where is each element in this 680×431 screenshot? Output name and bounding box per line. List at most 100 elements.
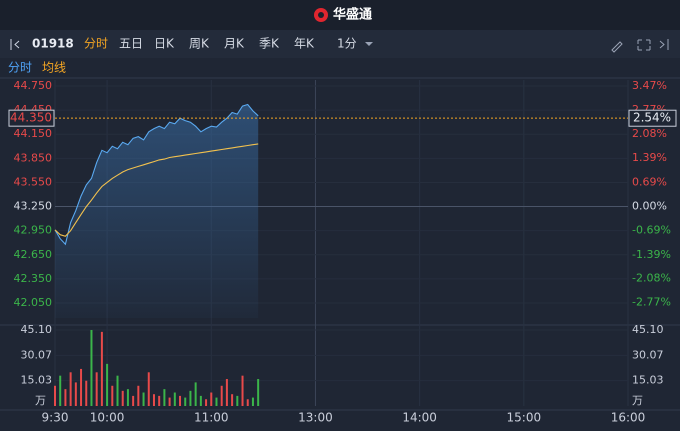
y2-tick-label: 15.03: [632, 374, 664, 387]
volume-bar: [173, 392, 176, 406]
x-tick-label: 15:00: [507, 411, 542, 425]
volume-bar: [69, 372, 72, 406]
toolbar-icons[interactable]: [611, 39, 669, 53]
y-tick-label: 15.03: [21, 374, 53, 387]
y-tick-label: 44.750: [14, 79, 53, 92]
tab[interactable]: 年K: [294, 37, 315, 51]
volume-bar: [111, 385, 114, 406]
y-tick-label: 42.350: [14, 272, 53, 285]
last-price-label: 44.350: [10, 111, 52, 125]
y-tick-label: 42.650: [14, 248, 53, 261]
x-tick-label: 10:00: [90, 411, 125, 425]
volume-bar: [85, 380, 88, 406]
y2-tick-label: 30.07: [632, 348, 664, 361]
volume-bar: [147, 372, 150, 406]
y2-tick-label: 45.10: [632, 323, 664, 336]
y-tick-label: 43.850: [14, 151, 53, 164]
volume-bar: [194, 382, 197, 406]
volume-bar: [189, 390, 192, 406]
volume-bar: [163, 389, 166, 406]
y-tick-label: 43.550: [14, 175, 53, 188]
volume-bar: [126, 389, 129, 406]
volume-bar: [74, 382, 77, 406]
indicator-bar: [0, 58, 680, 78]
y2-tick-label: -0.69%: [632, 223, 671, 236]
volume-bar: [205, 399, 208, 406]
volume-bar: [54, 385, 56, 406]
volume-bar: [241, 375, 244, 406]
volume-bar: [142, 392, 145, 406]
toolbar: [0, 30, 680, 58]
y2-tick-label: -2.08%: [632, 272, 671, 285]
volume-bar: [121, 390, 124, 406]
dropdown-arrow[interactable]: [365, 42, 373, 46]
y-unit: 万: [35, 394, 46, 407]
tab[interactable]: 季K: [259, 37, 280, 51]
volume-bar: [215, 397, 218, 406]
series-line: [54, 103, 259, 246]
x-tick-label: 13:00: [298, 411, 333, 425]
y-tick-label: 30.07: [21, 348, 53, 361]
last-price-box: [8, 109, 55, 127]
volume-bar: [80, 368, 83, 406]
indicator: 均线: [42, 61, 66, 75]
logo-icon: [314, 8, 328, 22]
volume-bar: [137, 385, 140, 406]
y2-tick-label: -2.77%: [632, 296, 671, 309]
y2-tick-label: 1.39%: [632, 151, 667, 164]
back-icon[interactable]: [10, 39, 20, 50]
x-tick-label: 16:00: [611, 411, 646, 425]
y-tick-label: 45.10: [21, 323, 53, 336]
last-pct-label: 2.54%: [633, 111, 671, 125]
y2-tick-label: -1.39%: [632, 248, 671, 261]
tab[interactable]: 日K: [154, 37, 175, 51]
x-tick-label: 14:00: [402, 411, 437, 425]
y2-tick-label: 2.08%: [632, 127, 667, 140]
volume-bar: [152, 394, 155, 406]
last-pct-box: [628, 109, 677, 127]
volume-bar: [184, 397, 187, 406]
volume-bar: [116, 375, 119, 406]
y-tick-label: 42.050: [14, 296, 53, 309]
volume-bar: [90, 330, 93, 406]
tab[interactable]: 1分: [337, 37, 357, 51]
volume-bar: [132, 395, 135, 406]
volume-bar: [251, 397, 254, 406]
y2-unit: 万: [632, 394, 643, 407]
volume-bar: [59, 375, 62, 406]
tab[interactable]: 周K: [189, 37, 210, 51]
logo-text: 华盛通: [333, 7, 372, 23]
volume-bar: [225, 379, 228, 406]
stock-code: 01918: [32, 37, 74, 51]
volume-bar: [236, 395, 239, 406]
tab[interactable]: 月K: [224, 37, 245, 51]
volume-bar: [257, 379, 260, 406]
y-tick-label: 43.250: [14, 200, 53, 213]
volume-bar: [246, 399, 249, 406]
y-tick-label: 42.950: [14, 224, 53, 237]
volume-bar: [199, 395, 202, 406]
series-line: [54, 143, 259, 237]
volume-bar: [158, 395, 161, 406]
y-tick-label: 44.150: [14, 127, 53, 140]
x-tick-label: 11:00: [194, 411, 229, 425]
volume-bar: [231, 394, 234, 406]
volume-bar: [100, 331, 103, 406]
header-bar: [0, 0, 680, 30]
volume-bar: [220, 385, 223, 406]
y2-tick-label: 0.00%: [632, 199, 667, 212]
volume-bar: [64, 389, 67, 406]
volume-bar: [179, 395, 182, 406]
y2-tick-label: 3.47%: [632, 79, 667, 92]
tab[interactable]: 分时: [84, 37, 108, 51]
tab[interactable]: 五日: [119, 37, 143, 51]
y2-tick-label: 0.69%: [632, 175, 667, 188]
volume-bar: [106, 363, 109, 406]
volume-bar: [168, 397, 171, 406]
volume-bar: [210, 392, 213, 406]
indicator: 分时: [8, 61, 32, 75]
volume-bar: [95, 372, 98, 406]
price-area: [55, 104, 259, 318]
